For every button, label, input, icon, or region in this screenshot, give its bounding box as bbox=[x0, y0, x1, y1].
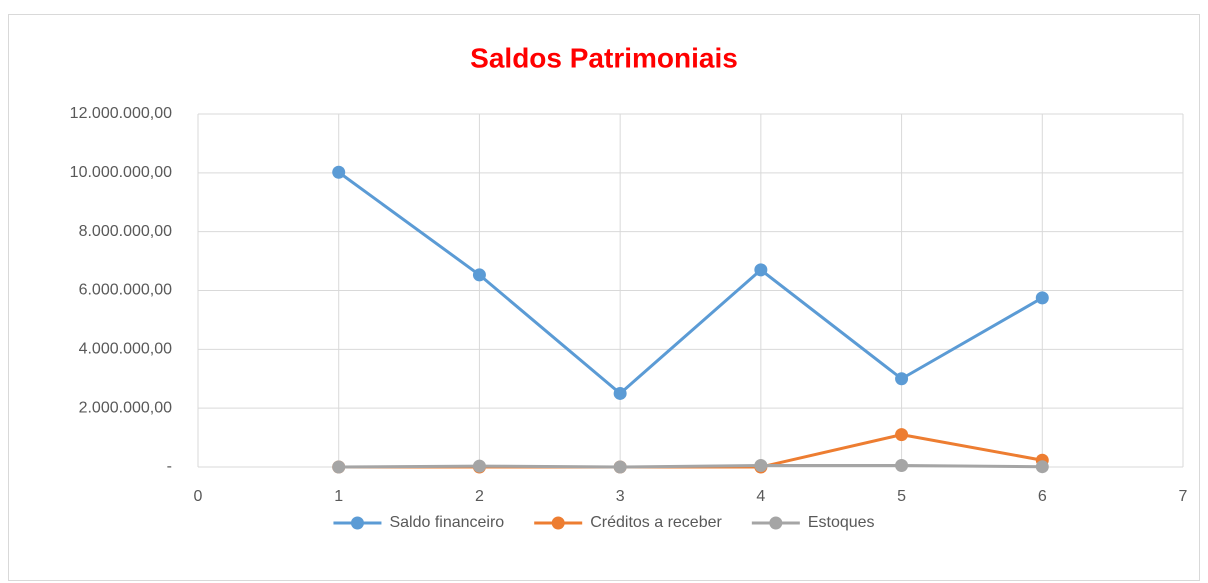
data-point bbox=[472, 459, 486, 473]
y-tick-label: - bbox=[167, 458, 172, 475]
data-point bbox=[332, 165, 346, 179]
y-tick-label: 12.000.000,00 bbox=[70, 105, 172, 122]
x-tick-label: 4 bbox=[756, 488, 765, 505]
data-point bbox=[895, 459, 909, 473]
series-line bbox=[338, 464, 1043, 469]
y-tick-label: 2.000.000,00 bbox=[79, 399, 173, 416]
legend-label: Saldo financeiro bbox=[389, 514, 504, 531]
data-point bbox=[613, 460, 627, 474]
data-point bbox=[613, 386, 627, 400]
y-tick-label: 8.000.000,00 bbox=[79, 223, 173, 240]
x-tick-label: 0 bbox=[194, 488, 203, 505]
y-tick-label: 4.000.000,00 bbox=[79, 341, 173, 358]
data-point bbox=[1035, 291, 1049, 305]
data-point bbox=[472, 268, 486, 282]
series-line bbox=[337, 171, 1044, 395]
x-tick-label: 1 bbox=[334, 488, 343, 505]
x-tick-label: 2 bbox=[475, 488, 484, 505]
data-point bbox=[895, 428, 909, 442]
legend-marker bbox=[350, 516, 364, 530]
x-tick-label: 7 bbox=[1179, 488, 1188, 505]
data-point bbox=[754, 263, 768, 277]
x-tick-label: 5 bbox=[897, 488, 906, 505]
x-tick-label: 3 bbox=[616, 488, 625, 505]
legend-label: Estoques bbox=[808, 514, 875, 531]
data-point bbox=[754, 459, 768, 473]
chart-title: Saldos Patrimoniais bbox=[470, 42, 738, 73]
chart-border bbox=[8, 14, 1200, 581]
y-tick-label: 10.000.000,00 bbox=[70, 164, 172, 181]
y-tick-label: 6.000.000,00 bbox=[79, 282, 173, 299]
data-point bbox=[1035, 460, 1049, 474]
legend-label: Créditos a receber bbox=[590, 514, 722, 531]
x-tick-label: 6 bbox=[1038, 488, 1047, 505]
legend-marker bbox=[551, 516, 565, 530]
data-point bbox=[895, 372, 909, 386]
data-point bbox=[332, 460, 346, 474]
legend-marker bbox=[769, 516, 783, 530]
